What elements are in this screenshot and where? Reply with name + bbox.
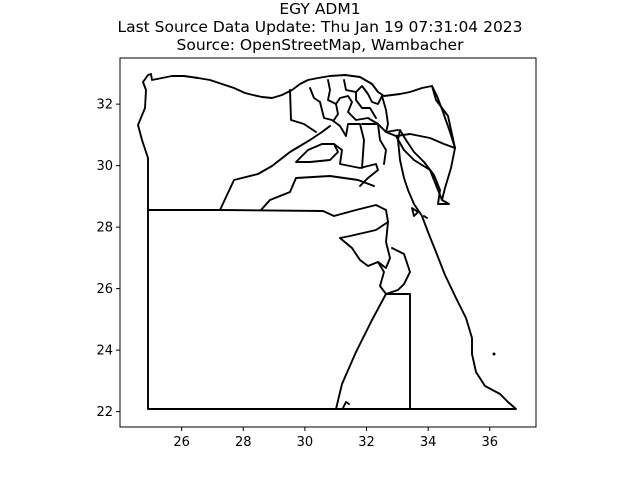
- map-subtitle-source: Source: OpenStreetMap, Wambacher: [176, 36, 464, 54]
- y-tick-label: 22: [96, 405, 113, 420]
- x-tick-label: 32: [358, 435, 375, 450]
- y-tick-label: 24: [96, 344, 113, 359]
- red-sea-island: [411, 207, 419, 217]
- suez-border: [385, 131, 456, 149]
- map-title: EGY ADM1: [279, 0, 361, 18]
- delta-border-1: [309, 87, 365, 169]
- giza-west-border: [260, 175, 375, 211]
- delta-border-3: [343, 79, 383, 105]
- aswan-border: [335, 293, 387, 410]
- cairo-border: [361, 123, 399, 133]
- minya-border: [322, 204, 389, 239]
- red-sea-border: [385, 293, 411, 410]
- delta-west-border: [289, 89, 317, 133]
- south-sinai-border: [395, 135, 443, 201]
- x-tick-label: 36: [482, 435, 499, 450]
- delta-border-4: [355, 91, 377, 119]
- map-subtitle-update: Last Source Data Update: Thu Jan 19 07:3…: [117, 18, 523, 36]
- plot-frame: [119, 57, 537, 428]
- x-tick-label: 30: [297, 435, 314, 450]
- x-tick-label: 28: [235, 435, 252, 450]
- sohag-qena-border: [377, 247, 411, 295]
- y-tick-label: 26: [96, 282, 113, 297]
- small-island: [492, 352, 496, 356]
- matrouh-giza-border: [219, 125, 331, 211]
- y-tick-label: 30: [96, 159, 113, 174]
- y-tick-label: 28: [96, 221, 113, 236]
- delta-border-2: [327, 79, 387, 165]
- delta-border-5: [333, 103, 339, 121]
- ismailia-border: [381, 95, 389, 133]
- asyut-border: [339, 221, 391, 269]
- sinai-split-border: [431, 85, 456, 149]
- faiyum-border: [295, 143, 339, 163]
- y-tick-label: 32: [96, 98, 113, 113]
- province-boundaries: [137, 73, 517, 410]
- halaib-islet: [342, 401, 350, 409]
- x-tick-label: 26: [173, 435, 190, 450]
- beni-suef-border: [333, 143, 379, 187]
- x-axis: 26 28 30 32 34 36: [173, 427, 498, 450]
- sinai-islet: [423, 215, 428, 219]
- y-axis: 22 24 26 28 30 32: [96, 98, 120, 420]
- country-outline: [137, 73, 517, 410]
- newvalley-north-border: [147, 209, 324, 212]
- x-tick-label: 34: [420, 435, 437, 450]
